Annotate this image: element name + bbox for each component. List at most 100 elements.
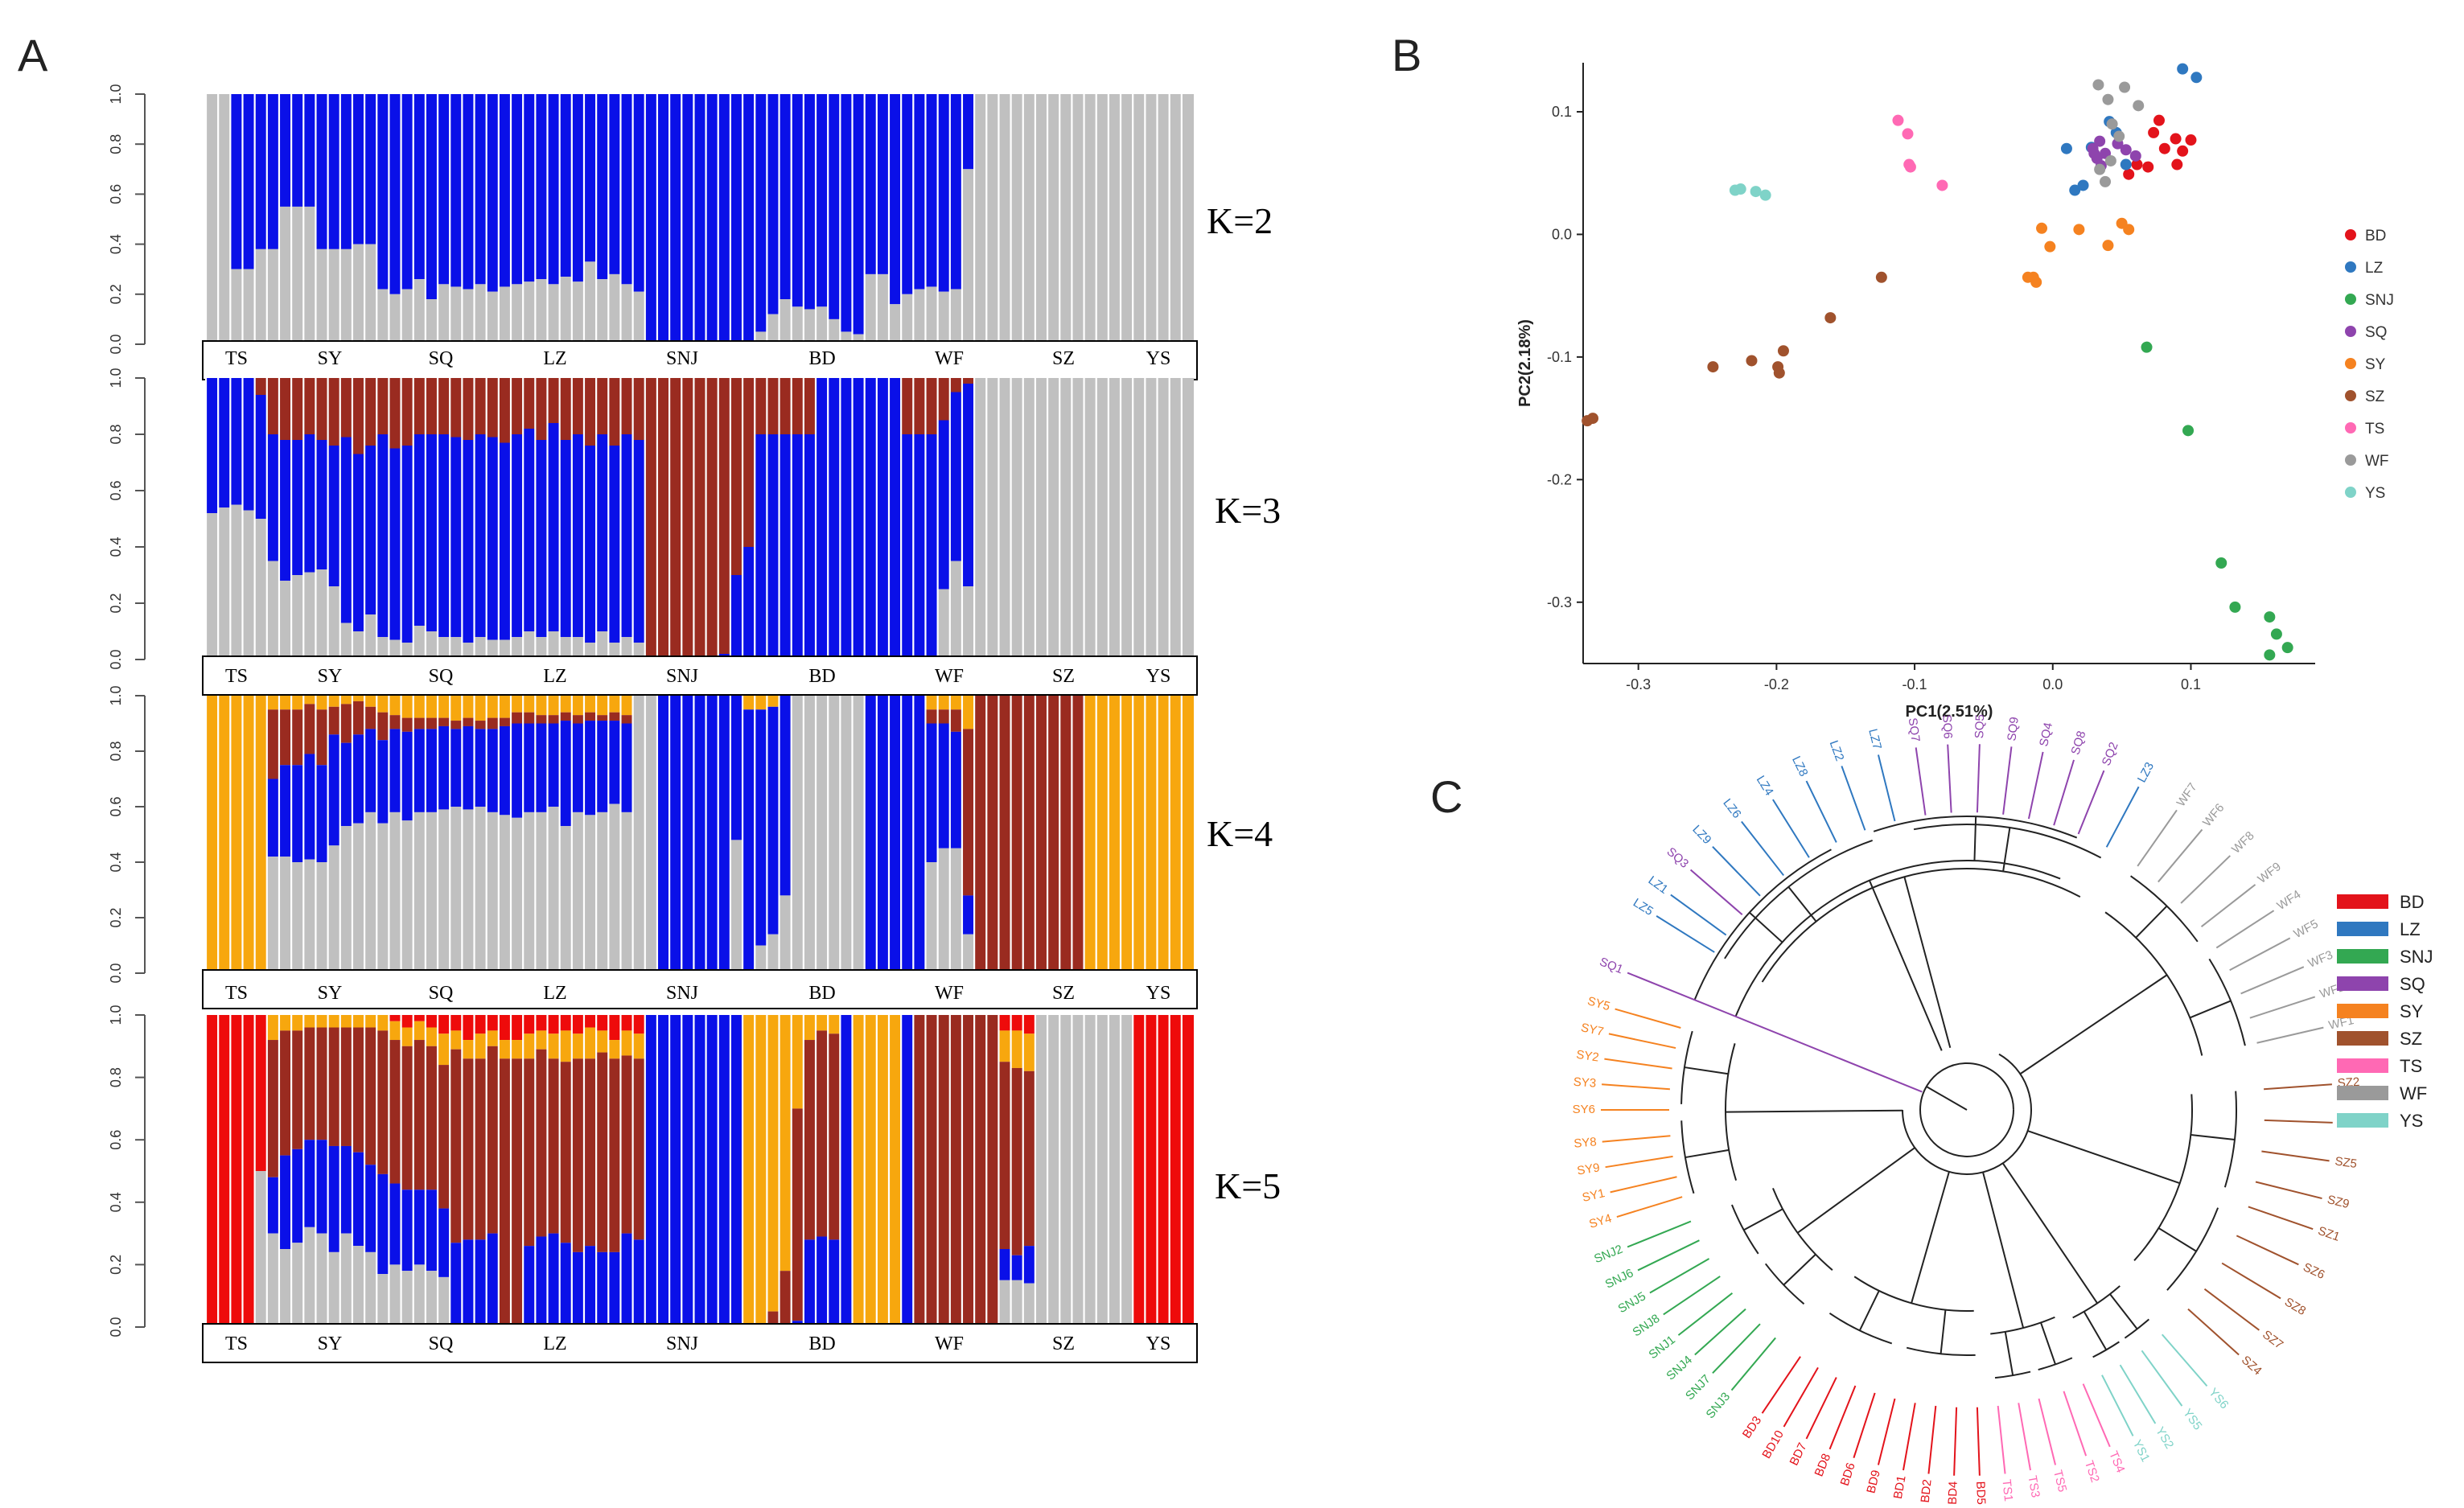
admixture-segment-brown	[462, 717, 475, 726]
admixture-segment-blue	[278, 94, 292, 207]
tree-subclade-stem	[2109, 1293, 2138, 1330]
admixture-segment-blue	[571, 434, 584, 637]
admixture-segment-red	[1145, 1015, 1158, 1327]
admixture-segment-orange	[339, 1015, 352, 1028]
pca-point	[2060, 142, 2072, 154]
y-tick-label: 0.2	[108, 593, 124, 613]
admixture-segment-blue	[718, 1015, 730, 1327]
population-label-ys: YS	[1146, 983, 1171, 1004]
admixture-segment-blue	[693, 1015, 706, 1327]
admixture-segment-brown	[498, 717, 512, 726]
admixture-segment-blue	[413, 94, 426, 280]
admixture-segment-gray	[583, 643, 597, 659]
tree-tip-label: SQ4	[2037, 721, 2055, 748]
admixture-segment-blue	[583, 721, 597, 816]
tree-tip-label: SY3	[1573, 1075, 1596, 1091]
pca-legend-marker	[2345, 390, 2356, 401]
admixture-segment-blue	[949, 94, 962, 290]
admixture-segment-gray	[559, 826, 572, 973]
admixture-segment-gray	[339, 826, 352, 973]
admixture-segment-brown	[583, 378, 597, 446]
admixture-segment-gray	[462, 643, 475, 659]
tree-tip-branch	[2236, 1235, 2299, 1266]
tree-legend-swatch	[2337, 1113, 2388, 1128]
tree-tip-branch	[1604, 1058, 1672, 1070]
tree-tip-branch	[2018, 1403, 2031, 1471]
tree-subclade-arc	[2130, 875, 2199, 943]
admixture-segment-gray	[254, 1171, 267, 1327]
tree-subclade-stem	[2083, 1311, 2108, 1350]
admixture-segment-blue	[559, 94, 572, 277]
admixture-segment-blue	[876, 94, 889, 274]
admixture-segment-gray	[608, 803, 621, 973]
admixture-segment-orange	[535, 696, 548, 716]
admixture-segment-blue	[888, 378, 902, 659]
tree-tip-label: BD9	[1864, 1469, 1883, 1494]
pca-legend-label: BD	[2365, 228, 2386, 244]
admixture-segment-blue	[620, 1233, 633, 1327]
admixture-segment-blue	[303, 94, 316, 207]
admixture-segment-blue	[705, 1015, 718, 1327]
pca-point	[2088, 147, 2100, 159]
admixture-segment-gray	[1108, 1015, 1121, 1327]
tree-tip-branch	[1610, 1176, 1677, 1194]
tree-clade-stem	[1797, 1147, 1915, 1234]
admixture-segment-blue	[840, 1015, 853, 1327]
admixture-segment-gray	[608, 273, 621, 344]
pca-point	[1904, 161, 1916, 173]
admixture-segment-blue	[828, 378, 841, 659]
pca-point	[1902, 128, 1914, 140]
pca-series-sq	[2087, 135, 2141, 172]
admixture-segment-brown	[425, 717, 438, 729]
admixture-segment-gray	[925, 862, 938, 973]
admixture-segment-blue	[389, 94, 401, 294]
population-label-lz: LZ	[543, 983, 566, 1004]
pca-point	[2113, 130, 2125, 142]
tree-tip-branch	[1915, 747, 1927, 816]
pca-series-sz	[1582, 271, 1887, 427]
admixture-segment-brown	[474, 721, 487, 729]
admixture-segment-blue	[559, 440, 572, 637]
admixture-segment-brown	[278, 1030, 292, 1156]
y-tick-label: 0.4	[108, 852, 124, 872]
pca-point	[1936, 179, 1948, 191]
admixture-segment-blue	[278, 440, 292, 581]
admixture-segment-gray	[401, 820, 413, 973]
tree-tip-branch	[2038, 1398, 2057, 1465]
tree-subclade-arc	[2166, 1207, 2219, 1291]
admixture-segment-blue	[291, 440, 304, 575]
tree-tip-branch	[2101, 1374, 2134, 1436]
admixture-segment-orange	[742, 1015, 755, 1327]
pca-series-snj	[2141, 341, 2293, 661]
admixture-segment-brown	[803, 1040, 817, 1240]
admixture-segment-blue	[840, 94, 853, 332]
admixture-segment-orange	[1157, 696, 1170, 973]
admixture-segment-brown	[486, 1046, 499, 1234]
admixture-segment-brown	[364, 706, 377, 729]
admixture-segment-gray	[1010, 1280, 1023, 1327]
population-label-box	[202, 655, 1198, 696]
admixture-segment-orange	[242, 696, 255, 973]
admixture-segment-blue	[315, 94, 328, 249]
admixture-segment-blue	[608, 94, 621, 274]
admixture-segment-blue	[364, 1165, 377, 1252]
admixture-segment-gray	[986, 94, 999, 344]
admixture-segment-gray	[998, 94, 1011, 344]
tree-tip-label: SY8	[1573, 1135, 1598, 1150]
y-tick-label: 0.2	[108, 1255, 124, 1275]
admixture-segment-blue	[925, 94, 938, 287]
pca-legend-marker	[2345, 326, 2356, 337]
admixture-segment-red	[450, 1015, 463, 1031]
admixture-segment-gray	[1010, 378, 1023, 659]
admixture-segment-orange	[278, 696, 292, 710]
admixture-segment-brown	[937, 1015, 950, 1327]
admixture-segment-blue	[511, 434, 524, 637]
admixture-segment-gray	[339, 623, 352, 659]
admixture-segment-orange	[474, 1033, 487, 1059]
admixture-segment-gray	[278, 581, 292, 659]
tree-legend-label: SY	[2400, 1001, 2424, 1021]
admixture-segment-gray	[1133, 94, 1146, 344]
admixture-segment-blue	[767, 434, 780, 659]
admixture-segment-red	[462, 1015, 475, 1041]
pca-point	[2106, 118, 2118, 130]
